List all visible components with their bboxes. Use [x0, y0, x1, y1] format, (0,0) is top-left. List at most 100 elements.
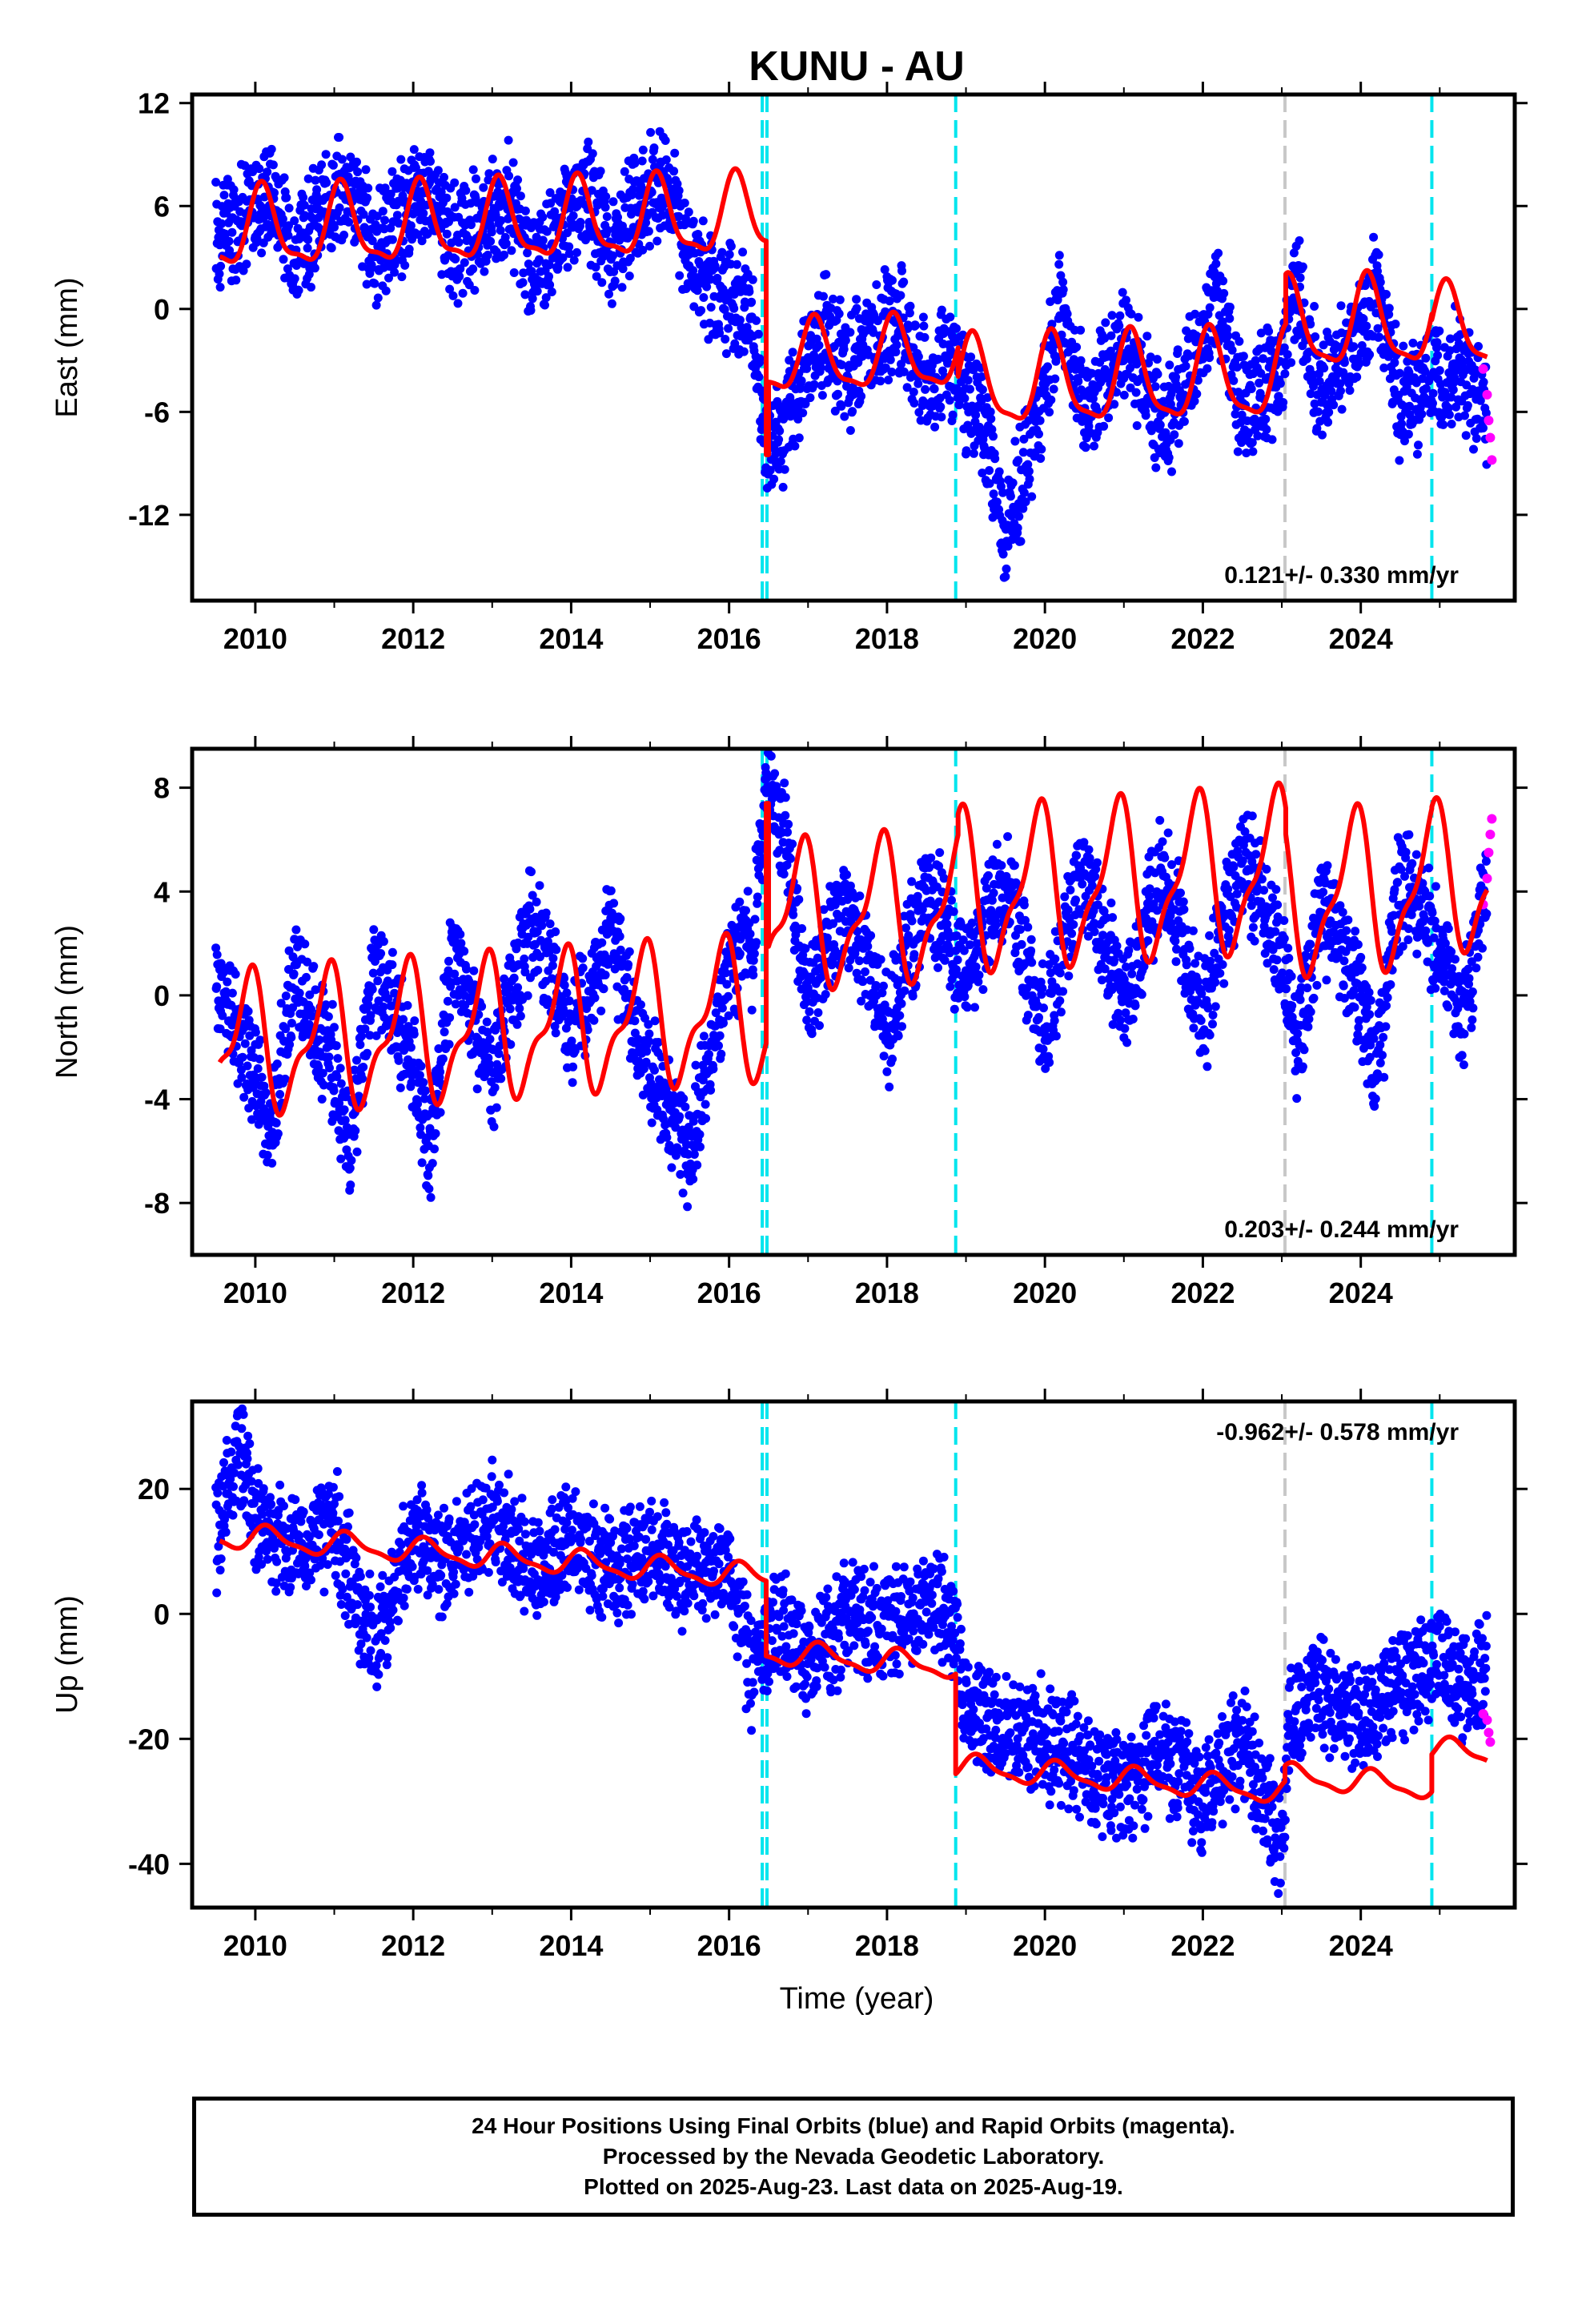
- data-point: [1142, 332, 1152, 341]
- data-point: [460, 258, 469, 267]
- data-point: [1481, 408, 1491, 418]
- x-tick-label: 2024: [1329, 622, 1393, 655]
- data-point: [749, 949, 759, 959]
- data-point: [584, 137, 593, 147]
- data-point: [1255, 378, 1264, 388]
- data-point: [1374, 250, 1383, 259]
- data-point: [1448, 385, 1458, 395]
- data-point: [1193, 376, 1203, 385]
- data-point: [578, 954, 588, 963]
- data-point: [608, 251, 617, 260]
- data-point: [513, 175, 523, 185]
- data-point: [1018, 504, 1028, 513]
- data-point: [646, 127, 656, 137]
- data-point: [620, 167, 629, 176]
- data-point: [1256, 328, 1266, 338]
- data-point: [661, 136, 670, 145]
- data-point: [285, 1039, 295, 1049]
- data-point: [989, 888, 998, 898]
- data-point: [789, 910, 798, 919]
- data-point: [735, 897, 745, 907]
- data-point: [817, 391, 827, 400]
- data-point: [845, 426, 855, 435]
- data-point: [367, 984, 377, 994]
- data-point: [572, 247, 581, 257]
- data-point: [1262, 424, 1271, 434]
- data-point: [1395, 368, 1404, 378]
- data-point: [520, 967, 530, 977]
- data-point: [909, 398, 919, 408]
- data-point: [302, 972, 311, 982]
- data-point: [596, 167, 605, 176]
- data-point: [1006, 492, 1015, 501]
- data-point: [399, 1015, 408, 1024]
- data-point: [1046, 968, 1055, 978]
- data-point: [488, 155, 497, 164]
- data-point: [1234, 388, 1243, 397]
- data-point: [1461, 431, 1471, 440]
- data-point: [702, 282, 712, 292]
- data-point: [711, 1008, 721, 1018]
- data-point: [613, 212, 622, 222]
- data-point: [1362, 321, 1371, 331]
- data-point: [783, 827, 792, 837]
- data-point: [1016, 925, 1025, 935]
- data-point: [256, 1097, 266, 1106]
- data-point: [888, 275, 897, 285]
- data-point: [453, 299, 463, 308]
- data-point: [261, 1088, 271, 1097]
- data-point: [281, 991, 291, 1001]
- data-point: [509, 973, 519, 983]
- data-point: [625, 254, 635, 263]
- data-point: [1274, 392, 1283, 401]
- data-point: [1314, 407, 1323, 416]
- x-tick-label: 2014: [539, 622, 603, 655]
- data-point: [896, 291, 905, 300]
- data-point: [373, 293, 383, 303]
- data-point: [1400, 436, 1409, 446]
- data-point: [905, 301, 915, 311]
- data-point: [443, 996, 452, 1006]
- data-point: [1349, 342, 1359, 352]
- data-point: [247, 1115, 256, 1124]
- data-point: [743, 887, 753, 896]
- data-point: [1047, 320, 1057, 329]
- data-point: [952, 324, 961, 333]
- data-point: [359, 1063, 368, 1072]
- data-point: [902, 383, 912, 392]
- data-point: [496, 215, 506, 225]
- data-point: [907, 916, 917, 926]
- data-point: [548, 961, 557, 971]
- data-point: [918, 312, 928, 322]
- data-point: [1242, 448, 1251, 458]
- data-point: [908, 991, 917, 1001]
- data-point: [293, 942, 302, 951]
- data-point: [776, 456, 785, 466]
- data-point: [589, 1015, 599, 1025]
- data-point: [1023, 1011, 1033, 1020]
- data-point: [332, 1072, 342, 1081]
- data-point: [696, 1142, 705, 1152]
- data-point: [327, 243, 336, 253]
- data-point: [745, 929, 755, 939]
- data-point: [992, 839, 1002, 849]
- data-point: [352, 1147, 362, 1156]
- data-point: [946, 982, 955, 991]
- data-point: [397, 272, 407, 282]
- data-point: [225, 246, 235, 255]
- data-point: [1304, 348, 1314, 356]
- data-point: [568, 1078, 577, 1088]
- data-point: [722, 979, 732, 989]
- data-point: [600, 971, 610, 979]
- data-point: [335, 1063, 345, 1073]
- data-point: [1181, 361, 1191, 371]
- data-point: [255, 1035, 265, 1045]
- data-point: [1225, 314, 1235, 324]
- data-point: [615, 931, 624, 941]
- data-point: [724, 991, 733, 1001]
- data-point: [544, 271, 553, 281]
- data-point: [697, 306, 706, 316]
- data-point: [545, 280, 555, 290]
- data-point: [460, 947, 469, 956]
- data-point: [1373, 324, 1383, 333]
